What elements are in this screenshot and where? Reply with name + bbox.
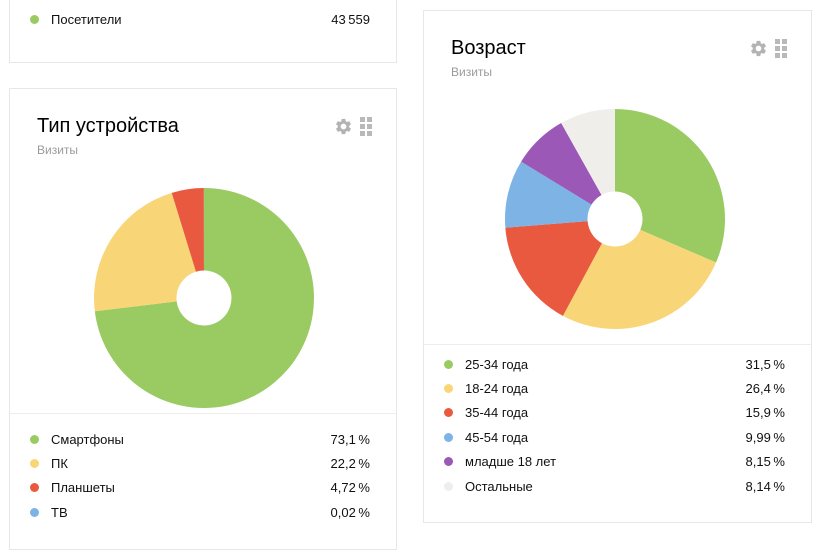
legend-dot bbox=[30, 434, 39, 444]
legend-row[interactable]: 35-44 года 15,9 % bbox=[444, 401, 785, 425]
legend-row[interactable]: Остальные 8,14 % bbox=[444, 474, 785, 498]
donut-slice[interactable] bbox=[504, 161, 592, 228]
gear-icon bbox=[751, 40, 766, 57]
drag-dot bbox=[360, 117, 365, 122]
legend-value: 9,99 % bbox=[745, 429, 785, 445]
visitors-summary-card: Посетители 43 559 bbox=[9, 0, 397, 63]
legend-row[interactable]: младше 18 лет 8,15 % bbox=[444, 450, 785, 474]
legend-label: 35-44 года bbox=[465, 405, 529, 421]
legend-dot bbox=[30, 459, 39, 469]
legend-dot bbox=[30, 483, 39, 493]
legend-row[interactable]: 45-54 года 9,99 % bbox=[444, 425, 785, 449]
drag-dot bbox=[775, 53, 780, 58]
legend-value: 4,72 % bbox=[330, 480, 370, 496]
legend-label: 18-24 года bbox=[465, 381, 529, 397]
donut-slice[interactable] bbox=[94, 188, 315, 408]
visitors-row[interactable]: Посетители 43 559 bbox=[30, 5, 370, 33]
legend-dot bbox=[444, 359, 453, 369]
card-title: Тип устройства bbox=[37, 115, 179, 137]
card-title: Возраст bbox=[451, 37, 526, 59]
legend-label: ТВ bbox=[51, 504, 68, 520]
drag-dot bbox=[775, 46, 780, 51]
legend-value: 31,5 % bbox=[745, 356, 785, 372]
legend-dot bbox=[444, 432, 453, 442]
legend-value: 15,9 % bbox=[745, 405, 785, 421]
legend-row[interactable]: ПК 22,2 % bbox=[30, 451, 370, 475]
drag-dot bbox=[782, 53, 787, 58]
age-card: Возраст Визиты 25-34 года 31,5 % 18-24 год… bbox=[423, 10, 812, 523]
drag-dot bbox=[367, 131, 372, 136]
visitors-value: 43 559 bbox=[331, 11, 370, 27]
legend-row[interactable]: 18-24 года 26,4 % bbox=[444, 376, 785, 400]
age-legend: 25-34 года 31,5 % 18-24 года 26,4 % 35-44 го… bbox=[424, 344, 811, 498]
age-donut-chart bbox=[504, 109, 725, 330]
legend-dot bbox=[30, 507, 39, 517]
legend-dot bbox=[444, 481, 453, 491]
settings-button[interactable] bbox=[749, 39, 768, 58]
legend-label: Смартфоны bbox=[51, 431, 124, 447]
legend-value: 0,02 % bbox=[330, 504, 370, 520]
legend-row[interactable]: 25-34 года 31,5 % bbox=[444, 352, 785, 376]
visitors-label: Посетители bbox=[51, 11, 122, 27]
visitors-dot bbox=[30, 14, 39, 24]
legend-dot bbox=[444, 384, 453, 394]
device-type-legend: Смартфоны 73,1 % ПК 22,2 % Планшеты 4,72 % ТВ 0… bbox=[10, 413, 396, 525]
donut-slice[interactable] bbox=[562, 229, 717, 330]
legend-label: 45-54 года bbox=[465, 429, 529, 445]
drag-dot bbox=[782, 39, 787, 44]
legend-row[interactable]: Планшеты 4,72 % bbox=[30, 476, 370, 500]
legend-label: 25-34 года bbox=[465, 356, 529, 372]
card-actions bbox=[749, 39, 787, 58]
card-subtitle-metric: Визиты bbox=[451, 65, 493, 79]
donut-slice[interactable] bbox=[615, 109, 725, 263]
drag-dot bbox=[360, 124, 365, 129]
device-type-card: Тип устройства Визиты Смартфоны 73,1 % ПК 2… bbox=[9, 88, 397, 550]
gear-icon bbox=[336, 118, 351, 135]
donut-slice[interactable] bbox=[521, 123, 602, 205]
drag-dot bbox=[775, 39, 780, 44]
legend-label: Планшеты bbox=[51, 480, 115, 496]
donut-slice[interactable] bbox=[561, 109, 615, 196]
legend-dot bbox=[444, 408, 453, 418]
legend-value: 8,14 % bbox=[745, 478, 785, 494]
donut-slice[interactable] bbox=[94, 192, 196, 312]
drag-dot bbox=[360, 131, 365, 136]
device-type-donut-chart bbox=[94, 187, 315, 408]
drag-handle-icon[interactable] bbox=[775, 39, 787, 58]
legend-label: младше 18 лет bbox=[465, 454, 557, 470]
legend-value: 73,1 % bbox=[330, 431, 370, 447]
legend-dot bbox=[444, 457, 453, 467]
legend-row[interactable]: Смартфоны 73,1 % bbox=[30, 427, 370, 451]
legend-value: 26,4 % bbox=[745, 381, 785, 397]
card-subtitle-metric: Визиты bbox=[37, 143, 79, 157]
drag-handle-icon[interactable] bbox=[360, 117, 372, 136]
legend-value: 8,15 % bbox=[745, 454, 785, 470]
drag-dot bbox=[367, 117, 372, 122]
legend-label: Остальные bbox=[465, 478, 533, 494]
donut-slice[interactable] bbox=[171, 188, 204, 272]
drag-dot bbox=[782, 46, 787, 51]
legend-value: 22,2 % bbox=[330, 456, 370, 472]
legend-row[interactable]: ТВ 0,02 % bbox=[30, 500, 370, 524]
drag-dot bbox=[367, 124, 372, 129]
card-actions bbox=[334, 117, 372, 136]
legend-label: ПК bbox=[51, 456, 68, 472]
donut-slice[interactable] bbox=[505, 221, 602, 316]
settings-button[interactable] bbox=[334, 117, 353, 136]
